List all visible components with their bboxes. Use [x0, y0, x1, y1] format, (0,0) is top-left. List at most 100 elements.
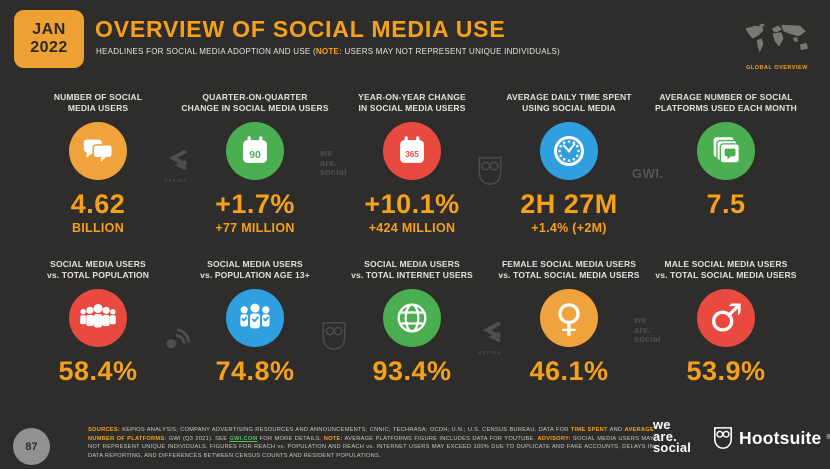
stat-label-line1: YEAR-ON-YEAR CHANGE: [358, 92, 466, 102]
stat-card-qoq-change: QUARTER-ON-QUARTER CHANGE IN SOCIAL MEDIA…: [177, 92, 333, 235]
sources-text: SOURCES: KEPIOS ANALYSIS; COMPANY ADVERT…: [88, 426, 654, 460]
speech-bubbles-icon: [69, 122, 127, 180]
stat-label-line1: NUMBER OF SOCIAL: [53, 92, 143, 102]
gwi-watermark: GWI.: [632, 166, 664, 181]
kepios-watermark: KEPIOS: [474, 321, 506, 355]
clock-icon: [540, 122, 598, 180]
calendar-90-icon: 90: [226, 122, 284, 180]
calendar-badge-90: 90: [249, 150, 261, 161]
stat-label-line1: SOCIAL MEDIA USERS: [207, 259, 303, 269]
sources-segment: ADVISORY:: [537, 435, 571, 442]
stat-card-male-users: MALE SOCIAL MEDIA USERS vs. TOTAL SOCIAL …: [648, 259, 804, 387]
kepios-watermark: KEPIOS: [160, 149, 192, 183]
we-are-social-watermark: we are. social: [320, 148, 347, 178]
stat-value: 93.4%: [372, 356, 452, 386]
was-line: we: [320, 148, 333, 158]
calendar-badge-365: 365: [405, 150, 419, 159]
crowd-icon: [69, 289, 127, 347]
calendar-365-icon: 365: [383, 122, 441, 180]
date-year: 2022: [30, 39, 68, 56]
was-line: are.: [320, 157, 337, 168]
female-symbol: ♀: [555, 296, 583, 340]
male-symbol: ♂: [708, 296, 744, 340]
hootsuite-owl-watermark: [476, 155, 504, 192]
sources-segment: TIME SPENT: [570, 427, 608, 433]
stat-card-users-vs-population: SOCIAL MEDIA USERS vs. TOTAL POPULATION 5…: [20, 259, 176, 387]
global-overview-block: GLOBAL OVERVIEW: [740, 22, 814, 71]
stat-value: 46.1%: [529, 356, 609, 386]
kepios-watermark-label: KEPIOS: [478, 350, 502, 355]
stat-label-line2: USING SOCIAL MEDIA: [522, 103, 616, 113]
was-logo-line: we: [653, 417, 671, 432]
stat-label-line2: PLATFORMS USED EACH MONTH: [655, 103, 797, 113]
was-line: are.: [634, 324, 651, 335]
stat-label: AVERAGE DAILY TIME SPENT USING SOCIAL MED…: [491, 92, 647, 114]
sources-segment: AND: [607, 427, 625, 433]
stat-label: YEAR-ON-YEAR CHANGE IN SOCIAL MEDIA USERS: [334, 92, 490, 114]
was-logo-line: are.: [653, 428, 677, 444]
page-subtitle: HEADLINES FOR SOCIAL MEDIA ADOPTION AND …: [96, 47, 656, 56]
was-line: we: [634, 315, 647, 325]
sources-segment: SOURCES:: [88, 427, 121, 433]
stat-subvalue: +424 MILLION: [368, 221, 456, 235]
stat-value: 53.9%: [686, 356, 766, 386]
stat-label-line1: AVERAGE NUMBER OF SOCIAL: [659, 92, 793, 102]
stat-card-users-vs-internet-users: SOCIAL MEDIA USERS vs. TOTAL INTERNET USE…: [334, 259, 490, 387]
was-line: social: [320, 167, 347, 177]
stat-label-line2: vs. TOTAL POPULATION: [46, 270, 150, 280]
stat-value: 74.8%: [215, 356, 295, 386]
gwi-mark-watermark: [162, 325, 191, 358]
stat-label-line2: vs. TOTAL INTERNET USERS: [351, 270, 473, 280]
kepios-logo-icon: [482, 321, 501, 343]
world-map-icon: [745, 23, 808, 53]
stat-label-line2: CHANGE IN SOCIAL MEDIA USERS: [181, 103, 329, 113]
was-line: social: [634, 334, 661, 344]
stat-label-line2: MEDIA USERS: [67, 103, 129, 113]
gwi-com-link[interactable]: GWI.COM: [229, 435, 258, 442]
female-icon: ♀: [540, 289, 598, 347]
stat-card-female-users: FEMALE SOCIAL MEDIA USERS vs. TOTAL SOCIA…: [491, 259, 647, 387]
stat-label: FEMALE SOCIAL MEDIA USERS vs. TOTAL SOCIA…: [491, 259, 647, 281]
stat-value: +10.1%: [364, 189, 460, 219]
kepios-logo-icon: [168, 149, 187, 171]
sources-segment: FOR MORE DETAILS.: [257, 435, 324, 442]
registered-mark: ®: [826, 435, 830, 441]
stat-label: SOCIAL MEDIA USERS vs. TOTAL INTERNET USE…: [334, 259, 490, 281]
stat-value: 58.4%: [58, 356, 138, 386]
stat-label: SOCIAL MEDIA USERS vs. POPULATION AGE 13+: [177, 259, 333, 281]
stat-label-line2: vs. TOTAL SOCIAL MEDIA USERS: [655, 270, 797, 280]
owl-icon: [478, 157, 502, 186]
hootsuite-owl-icon: [714, 427, 732, 449]
stat-value: 2H 27M: [520, 189, 618, 219]
stat-value: 7.5: [706, 189, 746, 219]
stat-subvalue: BILLION: [71, 221, 125, 235]
subtitle-text-2: USERS MAY NOT REPRESENT UNIQUE INDIVIDUA…: [342, 47, 561, 56]
people-check-icon: [226, 289, 284, 347]
stat-label-line1: SOCIAL MEDIA USERS: [50, 259, 146, 269]
stat-label: SOCIAL MEDIA USERS vs. TOTAL POPULATION: [20, 259, 176, 281]
stat-value: +1.7%: [215, 189, 295, 219]
date-month: JAN: [32, 21, 66, 38]
subtitle-note: NOTE:: [315, 47, 343, 56]
hootsuite-wordmark: Hootsuite: [739, 427, 822, 448]
page-number: 87: [25, 440, 38, 453]
stat-label-line1: FEMALE SOCIAL MEDIA USERS: [501, 259, 637, 269]
stat-label: AVERAGE NUMBER OF SOCIAL PLATFORMS USED E…: [648, 92, 804, 114]
we-are-social-watermark: we are. social: [634, 315, 661, 345]
page-number-badge: 87: [13, 428, 50, 465]
sources-segment: KEPIOS ANALYSIS; COMPANY ADVERTISING RES…: [120, 427, 571, 433]
sources-segment: AVERAGE PLATFORMS FIGURE INCLUDES DATA F…: [342, 435, 538, 442]
we-are-social-logo: we are. social: [653, 417, 691, 453]
stat-label-line1: SOCIAL MEDIA USERS: [364, 259, 460, 269]
stat-value: 4.62: [70, 189, 126, 219]
region-label: GLOBAL OVERVIEW: [746, 65, 808, 71]
platforms-icon: [697, 122, 755, 180]
stat-card-daily-time: AVERAGE DAILY TIME SPENT USING SOCIAL MED…: [491, 92, 647, 235]
hootsuite-owl-watermark: [320, 320, 348, 357]
sources-segment: SOCIAL MEDIA USERS MAY NOT REPRESENT UNI…: [88, 435, 654, 459]
male-icon: ♂: [697, 289, 755, 347]
page-title: OVERVIEW OF SOCIAL MEDIA USE: [95, 16, 506, 42]
kepios-watermark-label: KEPIOS: [164, 178, 188, 183]
globe-icon: [383, 289, 441, 347]
